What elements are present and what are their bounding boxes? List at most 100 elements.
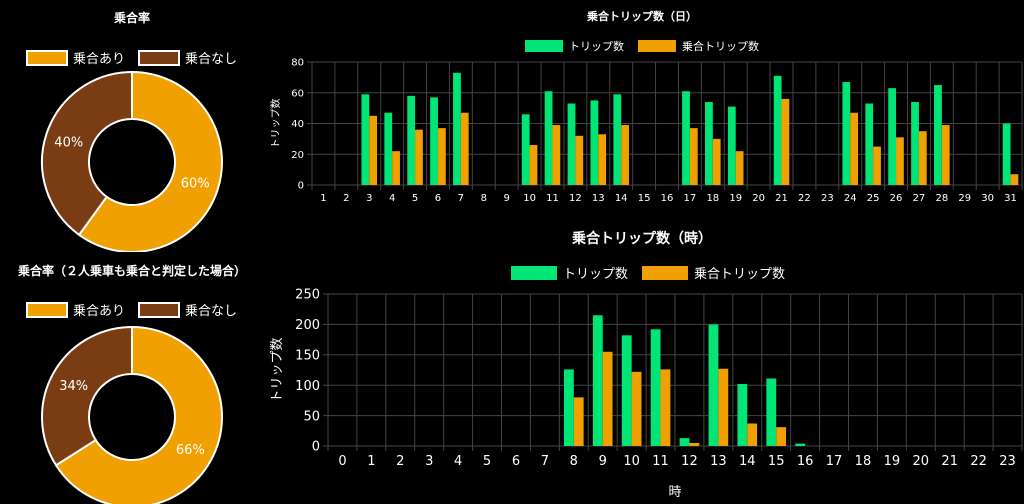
x-tick-label: 20	[752, 193, 765, 204]
x-tick-label: 27	[913, 193, 926, 204]
x-tick-label: 21	[941, 454, 958, 469]
bar	[590, 100, 599, 185]
bar	[795, 443, 806, 446]
x-tick-label: 14	[615, 193, 628, 204]
legend-label: 乗合トリップ数	[694, 267, 785, 282]
bar	[631, 371, 642, 446]
bar	[747, 423, 758, 446]
x-tick-label: 9	[503, 193, 509, 204]
bar	[911, 101, 919, 185]
bar	[613, 94, 622, 185]
legend-swatch	[138, 50, 180, 66]
x-tick-label: 12	[681, 454, 698, 469]
y-tick-label: 100	[295, 379, 320, 394]
x-tick-label: 19	[884, 454, 901, 469]
x-tick-label: 16	[661, 193, 674, 204]
bar	[415, 129, 423, 185]
legend-label: トリップ数	[563, 267, 628, 282]
x-tick-label: 5	[483, 454, 491, 469]
x-tick-label: 1	[367, 454, 375, 469]
x-tick-label: 17	[684, 193, 697, 204]
x-tick-label: 4	[389, 193, 395, 204]
x-tick-label: 10	[523, 193, 536, 204]
chart-title: 乗合率	[114, 10, 150, 25]
x-tick-label: 3	[366, 193, 372, 204]
bar	[1002, 123, 1011, 185]
bar	[563, 369, 574, 446]
bar	[941, 125, 950, 185]
bar	[1010, 174, 1019, 185]
bar	[918, 131, 927, 185]
bar	[573, 397, 584, 446]
bar	[712, 138, 721, 185]
donut-slice	[54, 325, 223, 504]
bar	[575, 135, 584, 185]
legend-label: 乗合あり	[73, 52, 125, 67]
bar	[727, 106, 736, 185]
bar	[407, 95, 416, 185]
bar	[682, 91, 690, 185]
legend-label: 乗合あり	[73, 304, 125, 319]
bar	[650, 329, 661, 446]
bar	[776, 427, 787, 446]
x-tick-label: 9	[599, 454, 607, 469]
x-tick-label: 22	[970, 454, 987, 469]
bar	[773, 75, 782, 185]
y-tick-label: 60	[291, 88, 304, 99]
bar	[437, 128, 446, 185]
legend-label: 乗合なし	[185, 52, 237, 67]
bar	[934, 85, 942, 185]
x-tick-label: 15	[768, 454, 785, 469]
legend-label: 乗合トリップ数	[682, 39, 759, 53]
x-tick-label: 11	[652, 454, 669, 469]
x-tick-label: 8	[481, 193, 487, 204]
x-tick-label: 26	[890, 193, 903, 204]
legend-swatch	[26, 50, 68, 66]
bar	[660, 369, 671, 446]
bar	[708, 324, 719, 446]
x-tick-label: 6	[512, 454, 520, 469]
legend-swatch	[511, 266, 557, 280]
slice-label: 34%	[59, 379, 88, 394]
y-tick-label: 20	[291, 150, 304, 161]
bar	[544, 91, 553, 185]
x-tick-label: 2	[343, 193, 349, 204]
slice-label: 66%	[176, 443, 205, 458]
bar	[689, 128, 698, 185]
slice-label: 60%	[181, 177, 210, 192]
x-tick-label: 23	[821, 193, 834, 204]
bar	[529, 145, 538, 185]
bar	[552, 125, 561, 185]
bar	[621, 335, 632, 446]
bar	[766, 378, 777, 446]
x-tick-label: 8	[570, 454, 578, 469]
bar	[567, 103, 576, 185]
x-axis-label: 時	[668, 485, 681, 500]
bar	[679, 438, 690, 446]
bar	[521, 114, 530, 185]
x-tick-label: 14	[739, 454, 756, 469]
bar	[842, 81, 851, 185]
x-tick-label: 19	[729, 193, 742, 204]
x-tick-label: 25	[867, 193, 880, 204]
chart-title: 乗合トリップ数（日）	[587, 9, 697, 23]
bar	[718, 368, 729, 446]
donut-slice	[41, 325, 133, 467]
x-tick-label: 23	[999, 454, 1016, 469]
x-tick-label: 29	[958, 193, 971, 204]
slice-label: 40%	[54, 135, 83, 150]
bar	[453, 72, 461, 185]
bar	[460, 112, 469, 185]
x-tick-label: 28	[935, 193, 948, 204]
bar	[737, 383, 748, 446]
y-tick-label: 80	[291, 58, 304, 69]
x-tick-label: 13	[710, 454, 727, 469]
x-tick-label: 0	[338, 454, 346, 469]
x-tick-label: 16	[797, 454, 814, 469]
bar	[873, 146, 881, 185]
legend-swatch	[525, 40, 563, 52]
donut-chart-share-rate-two-person: 乗合率（２人乗車も乗合と判定した場合） 乗合あり 乗合なし 66% 34%	[18, 263, 246, 504]
legend-swatch	[138, 302, 180, 318]
